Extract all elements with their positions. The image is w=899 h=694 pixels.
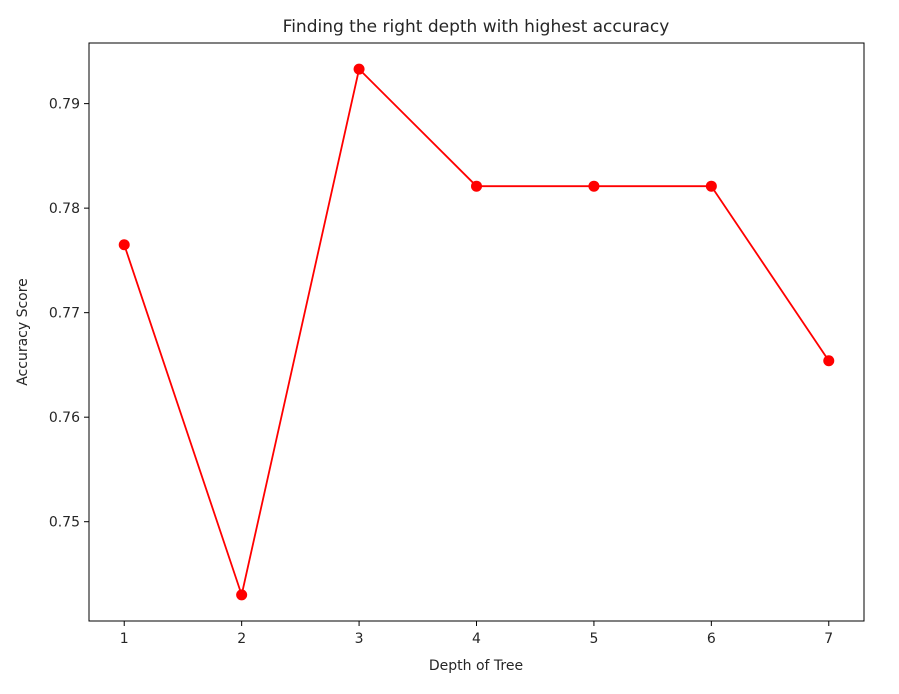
x-tick-label: 6 — [707, 631, 716, 647]
x-axis-title: Depth of Tree — [429, 658, 523, 674]
data-point — [236, 589, 248, 601]
data-point — [471, 180, 482, 192]
y-axis-title: Accuracy Score — [15, 278, 31, 386]
y-axis-ticks: 0.75 0.76 0.77 0.78 0.79 — [49, 97, 89, 531]
x-tick-label: 1 — [120, 631, 129, 647]
y-tick-label: 0.75 — [49, 515, 80, 531]
x-tick-label: 4 — [472, 631, 481, 647]
y-tick-label: 0.76 — [49, 410, 80, 426]
data-point — [353, 63, 365, 75]
plot-frame — [88, 42, 865, 622]
y-tick-label: 0.78 — [49, 201, 80, 217]
y-tick-label: 0.79 — [49, 97, 80, 113]
x-tick-label: 7 — [824, 631, 833, 647]
y-tick-label: 0.77 — [49, 306, 80, 322]
series-layer — [118, 63, 835, 601]
series-line — [123, 68, 830, 596]
data-point — [118, 239, 130, 251]
x-tick-label: 3 — [355, 631, 364, 647]
chart-title: Finding the right depth with highest acc… — [283, 17, 670, 37]
x-tick-label: 2 — [237, 631, 246, 647]
data-point — [705, 180, 717, 192]
x-tick-label: 5 — [589, 631, 598, 647]
x-axis-ticks: 1 2 3 4 5 6 7 — [120, 621, 833, 647]
data-point — [588, 180, 600, 192]
data-point — [823, 355, 835, 367]
